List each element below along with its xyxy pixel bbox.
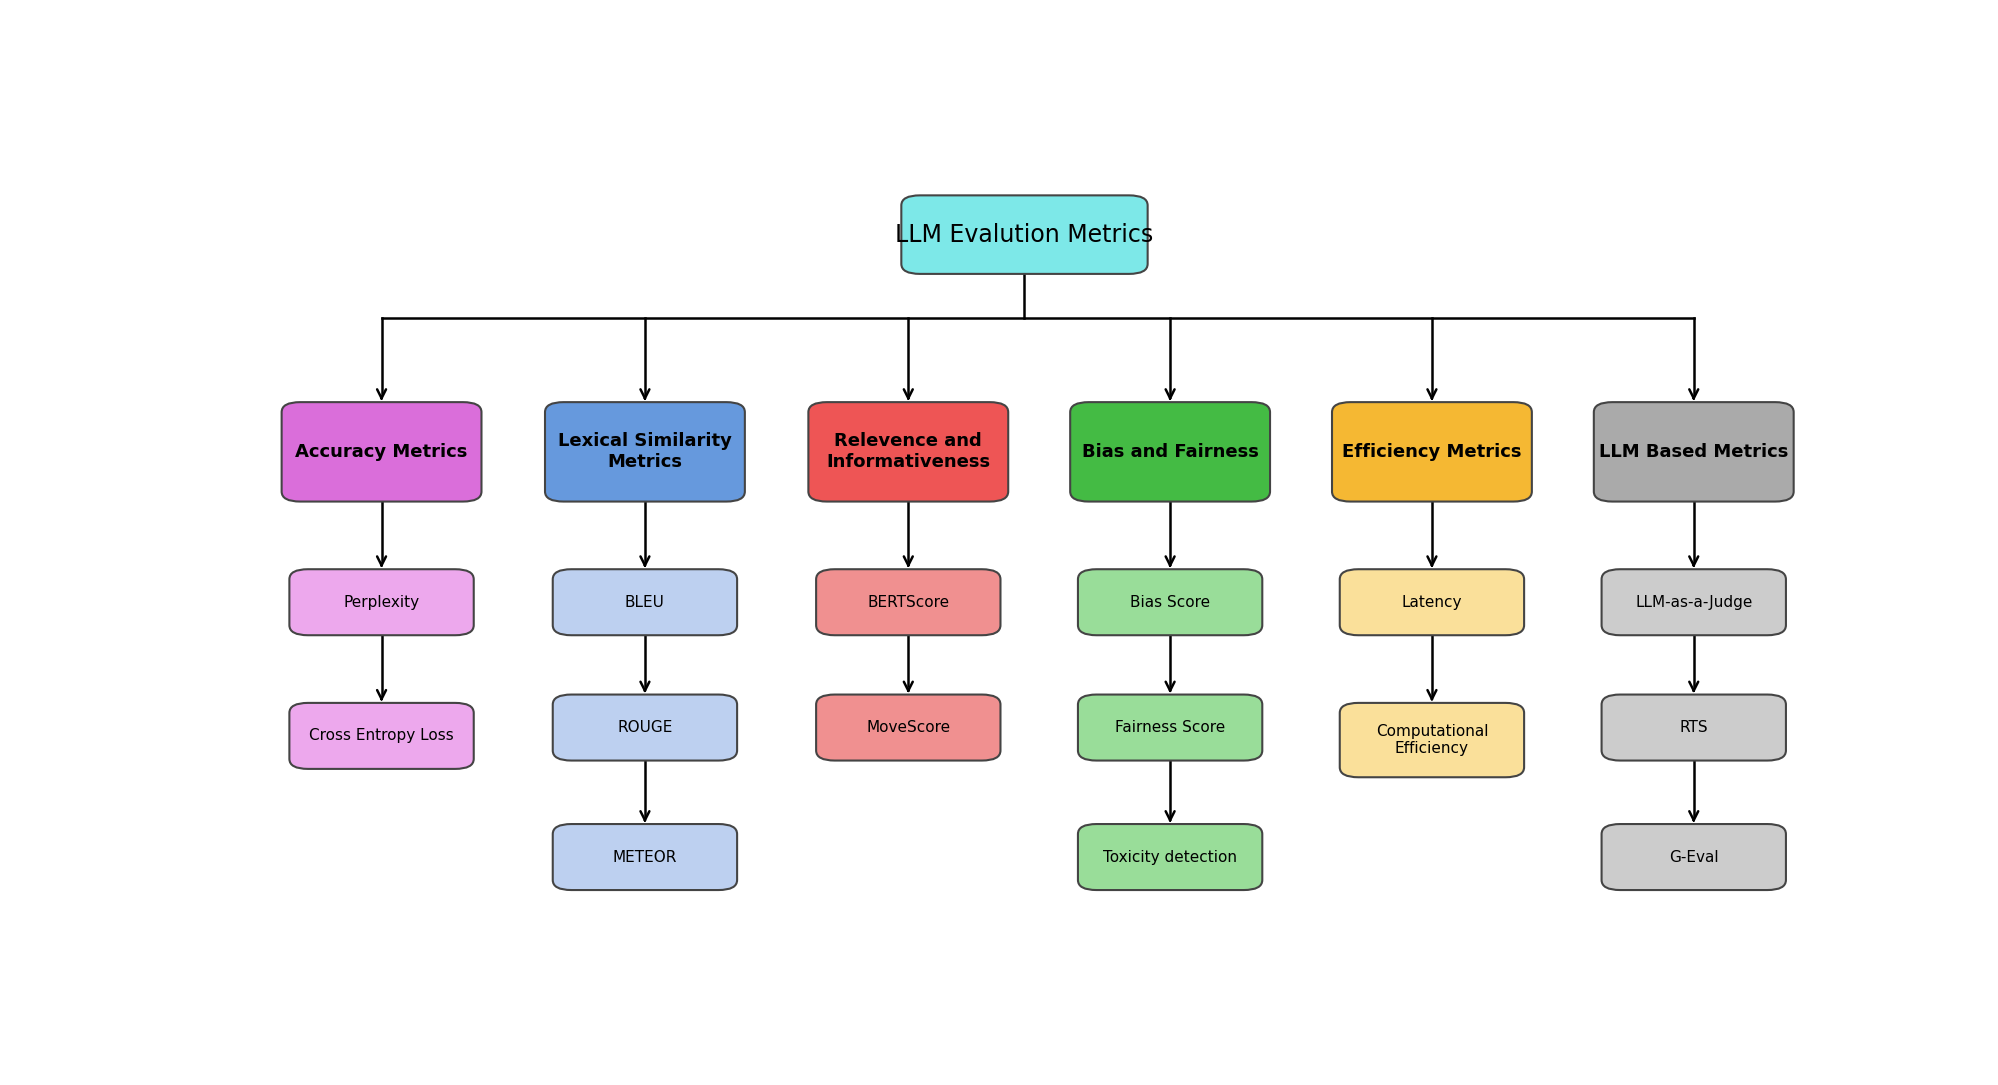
FancyBboxPatch shape (553, 824, 737, 890)
FancyBboxPatch shape (1339, 570, 1522, 635)
FancyBboxPatch shape (553, 694, 737, 761)
FancyBboxPatch shape (1600, 694, 1784, 761)
Text: BLEU: BLEU (625, 595, 665, 610)
Text: Toxicity detection: Toxicity detection (1103, 850, 1237, 865)
FancyBboxPatch shape (815, 694, 999, 761)
FancyBboxPatch shape (1339, 703, 1522, 777)
FancyBboxPatch shape (1069, 403, 1269, 501)
FancyBboxPatch shape (1077, 694, 1261, 761)
Text: Latency: Latency (1401, 595, 1461, 610)
FancyBboxPatch shape (815, 570, 999, 635)
Text: BERTScore: BERTScore (867, 595, 949, 610)
FancyBboxPatch shape (1592, 403, 1792, 501)
FancyBboxPatch shape (1077, 570, 1261, 635)
FancyBboxPatch shape (901, 195, 1147, 273)
Text: Fairness Score: Fairness Score (1115, 720, 1225, 735)
FancyBboxPatch shape (1077, 824, 1261, 890)
Text: ROUGE: ROUGE (617, 720, 671, 735)
Text: Computational
Efficiency: Computational Efficiency (1375, 724, 1487, 756)
Text: LLM Based Metrics: LLM Based Metrics (1598, 443, 1788, 461)
FancyBboxPatch shape (807, 403, 1007, 501)
FancyBboxPatch shape (282, 403, 482, 501)
Text: Cross Entropy Loss: Cross Entropy Loss (310, 728, 454, 743)
Text: Lexical Similarity
Metrics: Lexical Similarity Metrics (557, 433, 731, 471)
Text: Efficiency Metrics: Efficiency Metrics (1341, 443, 1520, 461)
FancyBboxPatch shape (290, 570, 474, 635)
FancyBboxPatch shape (545, 403, 745, 501)
FancyBboxPatch shape (1600, 824, 1784, 890)
FancyBboxPatch shape (1600, 570, 1784, 635)
Text: Relevence and
Informativeness: Relevence and Informativeness (825, 433, 989, 471)
FancyBboxPatch shape (1331, 403, 1530, 501)
Text: Perplexity: Perplexity (344, 595, 420, 610)
Text: METEOR: METEOR (613, 850, 677, 865)
Text: LLM-as-a-Judge: LLM-as-a-Judge (1634, 595, 1752, 610)
Text: MoveScore: MoveScore (865, 720, 949, 735)
FancyBboxPatch shape (290, 703, 474, 769)
Text: RTS: RTS (1678, 720, 1706, 735)
Text: LLM Evalution Metrics: LLM Evalution Metrics (895, 222, 1153, 246)
FancyBboxPatch shape (553, 570, 737, 635)
Text: Bias Score: Bias Score (1129, 595, 1209, 610)
Text: Accuracy Metrics: Accuracy Metrics (296, 443, 468, 461)
Text: Bias and Fairness: Bias and Fairness (1081, 443, 1259, 461)
Text: G-Eval: G-Eval (1668, 850, 1718, 865)
